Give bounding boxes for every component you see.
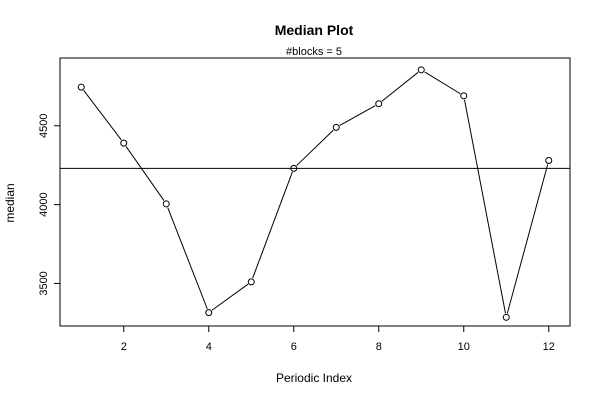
- data-point: [332, 123, 340, 131]
- series-line-segment: [167, 207, 208, 310]
- plot-area-frame: [59, 57, 571, 327]
- y-tick-label: 4000: [38, 192, 50, 216]
- y-tick-label: 4500: [38, 114, 50, 138]
- data-point: [120, 139, 128, 147]
- data-point: [545, 156, 553, 164]
- series-line-segment: [252, 171, 293, 279]
- x-tick-label: 2: [121, 341, 127, 353]
- data-point: [290, 164, 298, 172]
- series-line-segment: [506, 164, 549, 314]
- x-tick-label: 12: [543, 341, 555, 353]
- series-line-segment: [125, 146, 165, 201]
- x-axis: 2 4 6 8 10 12: [121, 326, 555, 353]
- x-tick-label: 4: [206, 341, 212, 353]
- series-line-segment: [381, 71, 419, 102]
- x-axis-label: Periodic Index: [276, 371, 352, 385]
- data-point: [375, 100, 383, 108]
- data-point: [162, 200, 170, 208]
- data-point: [247, 278, 255, 286]
- series-line-segment: [464, 99, 506, 314]
- data-point: [205, 309, 213, 317]
- y-axis: 3500 4000 4500: [38, 114, 60, 296]
- x-tick-label: 10: [458, 341, 470, 353]
- y-tick-label: 3500: [38, 271, 50, 295]
- series-line-segment: [424, 71, 461, 95]
- series-line-segment: [211, 283, 249, 311]
- series-line-segment: [339, 105, 376, 126]
- data-point: [502, 313, 510, 321]
- series-line-segment: [83, 90, 122, 141]
- data-point: [417, 66, 425, 74]
- chart-title: Median Plot: [275, 22, 354, 38]
- data-point: [460, 92, 468, 100]
- series-layer: [77, 66, 553, 321]
- chart-subtitle: #blocks = 5: [286, 46, 342, 58]
- series-line-segment: [296, 129, 334, 166]
- x-tick-label: 8: [376, 341, 382, 353]
- x-tick-label: 6: [291, 341, 297, 353]
- y-axis-label: median: [3, 183, 17, 222]
- data-point: [77, 83, 85, 91]
